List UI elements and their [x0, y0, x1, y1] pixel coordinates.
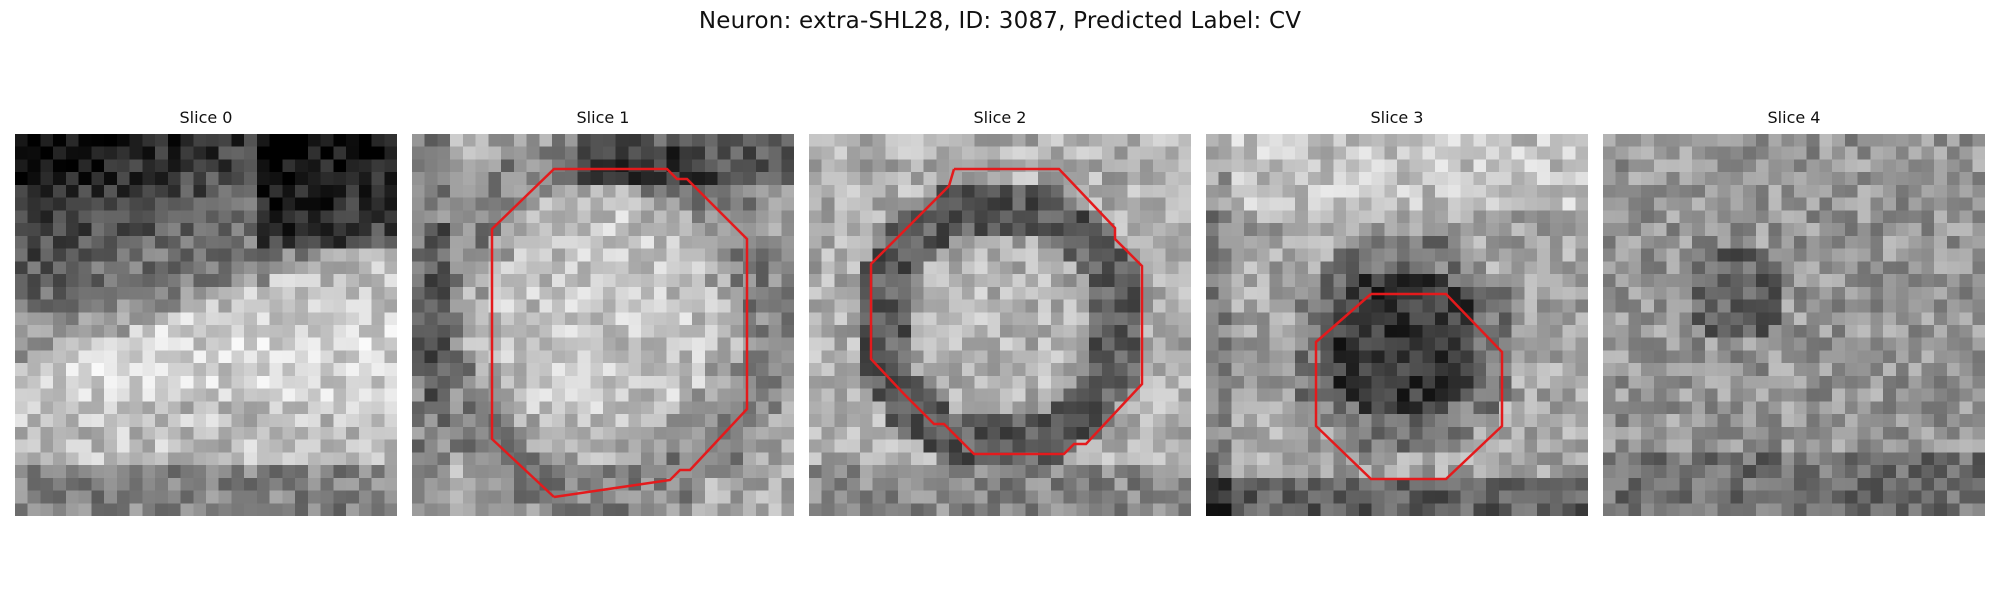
slice-image — [412, 134, 794, 516]
slice-title: Slice 1 — [412, 108, 794, 128]
slice-panel-1: Slice 1 — [412, 108, 794, 128]
slice-title: Slice 0 — [15, 108, 397, 128]
slice-image — [15, 134, 397, 516]
slice-title: Slice 4 — [1603, 108, 1985, 128]
slice-image — [1206, 134, 1588, 516]
slice-title: Slice 3 — [1206, 108, 1588, 128]
slice-image — [809, 134, 1191, 516]
slice-title: Slice 2 — [809, 108, 1191, 128]
slice-panel-3: Slice 3 — [1206, 108, 1588, 128]
slice-panel-2: Slice 2 — [809, 108, 1191, 128]
slice-panel-0: Slice 0 — [15, 108, 397, 128]
slice-image — [1603, 134, 1985, 516]
slice-panel-4: Slice 4 — [1603, 108, 1985, 128]
figure-title: Neuron: extra-SHL28, ID: 3087, Predicted… — [0, 8, 2000, 34]
